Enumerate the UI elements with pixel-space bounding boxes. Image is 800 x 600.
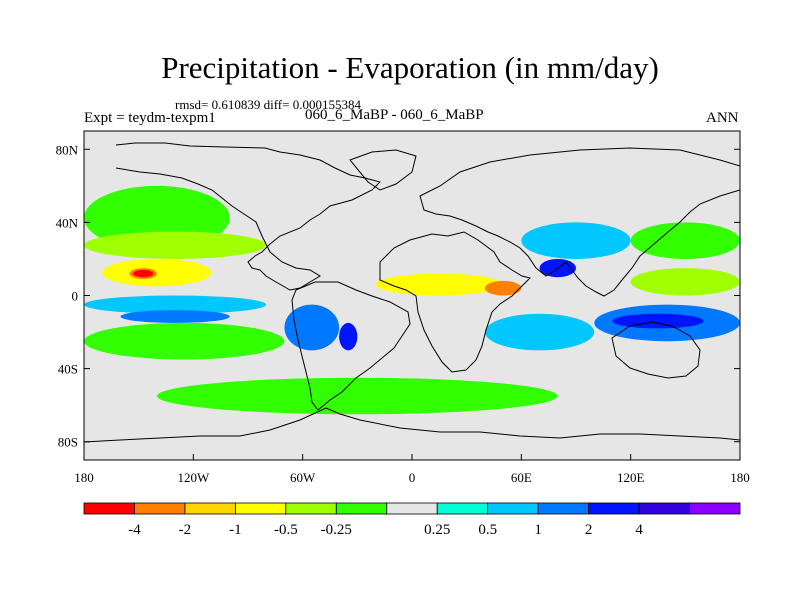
x-tick-label: 120W <box>177 470 210 485</box>
y-tick-label: 80N <box>56 142 79 157</box>
field-indian-ocean-blue <box>484 313 595 351</box>
colorbar-level-label: 2 <box>585 522 593 538</box>
colorbar-swatch <box>335 502 388 515</box>
experiment-names: 060_6_MaBP - 060_6_MaBP <box>305 107 484 123</box>
y-tick-label: 40N <box>56 215 79 230</box>
field-africa-yellow <box>375 273 504 296</box>
colorbar-level-label: 0.5 <box>478 522 497 538</box>
y-tick-label: 40S <box>58 362 78 377</box>
field-central-pacific-yellow <box>102 258 212 287</box>
colorbar-level-label: -0.25 <box>321 522 352 538</box>
field-layer <box>84 185 740 415</box>
x-axis: 180 120W 60W 0 60E 120E 180 <box>74 454 750 485</box>
field-south-america-blue <box>284 304 340 351</box>
colorbar: -4 -2 -1 -0.5 -0.25 0.25 0.5 1 2 4 <box>83 502 741 538</box>
colorbar-level-label: -0.5 <box>274 522 298 538</box>
x-tick-label: 120E <box>617 470 645 485</box>
colorbar-swatch <box>588 502 640 515</box>
y-tick-label: 80S <box>58 435 78 450</box>
colorbar-swatch <box>285 502 337 515</box>
coastline-eurasia <box>419 147 740 297</box>
colorbar-level-label: 0.25 <box>424 522 450 538</box>
coastline-australia <box>611 321 701 379</box>
colorbar-level-label: -4 <box>128 522 141 538</box>
field-central-pacific-red-core <box>133 269 154 278</box>
field-asia-blue <box>521 222 631 259</box>
colorbar-swatch <box>83 502 135 515</box>
field-equatorial-pacific-blue-band <box>84 295 267 314</box>
x-tick-label: 0 <box>409 470 416 485</box>
coastline-africa <box>379 231 531 373</box>
x-tick-label: 60W <box>290 470 316 485</box>
field-south-indian-ocean-deep-blue <box>612 313 704 329</box>
x-tick-label: 180 <box>74 470 94 485</box>
colorbar-level-label: 4 <box>635 522 643 538</box>
chart-title: Precipitation - Evaporation (in mm/day) <box>161 50 659 85</box>
colorbar-swatch <box>184 502 236 515</box>
colorbar-swatch <box>234 502 287 515</box>
season-label: ANN <box>706 110 739 126</box>
colorbar-level-label: -2 <box>179 522 192 538</box>
field-north-pacific-yellowgreen-band <box>84 231 267 259</box>
colorbar-swatch <box>386 502 438 515</box>
x-tick-label: 180 <box>730 470 750 485</box>
field-west-pacific-yellowgreen <box>630 268 740 296</box>
field-west-pacific-green-band <box>630 222 740 259</box>
colorbar-level-label: -1 <box>229 522 242 538</box>
colorbar-swatch <box>134 502 186 515</box>
colorbar-swatch <box>487 502 539 515</box>
coastline-antarctica <box>84 407 740 443</box>
colorbar-swatch <box>638 502 690 515</box>
field-south-atlantic-deep-blue <box>339 322 358 351</box>
field-south-pacific-green-band <box>84 322 285 360</box>
x-tick-label: 60E <box>511 470 532 485</box>
colorbar-swatch <box>689 502 741 515</box>
field-africa-orange-core <box>484 280 522 296</box>
coastline-north-america <box>115 142 381 291</box>
coastline-south-america <box>291 281 411 411</box>
field-equatorial-pacific-dark-blue <box>120 310 230 323</box>
colorbar-swatch <box>436 502 489 515</box>
coastline-layer <box>84 142 740 443</box>
stats-label: rmsd= 0.610839 diff= 0.000155384 <box>175 97 361 112</box>
y-tick-label: 0 <box>72 289 79 304</box>
colorbar-swatch <box>537 502 590 515</box>
coastline-greenland <box>349 149 417 191</box>
y-axis: 80N 40N 0 40S 80S <box>56 142 740 450</box>
colorbar-level-label: 1 <box>534 522 542 538</box>
field-southern-ocean-green-band <box>156 377 558 415</box>
experiment-label: Expt = teydm-texpm1 <box>84 110 216 126</box>
